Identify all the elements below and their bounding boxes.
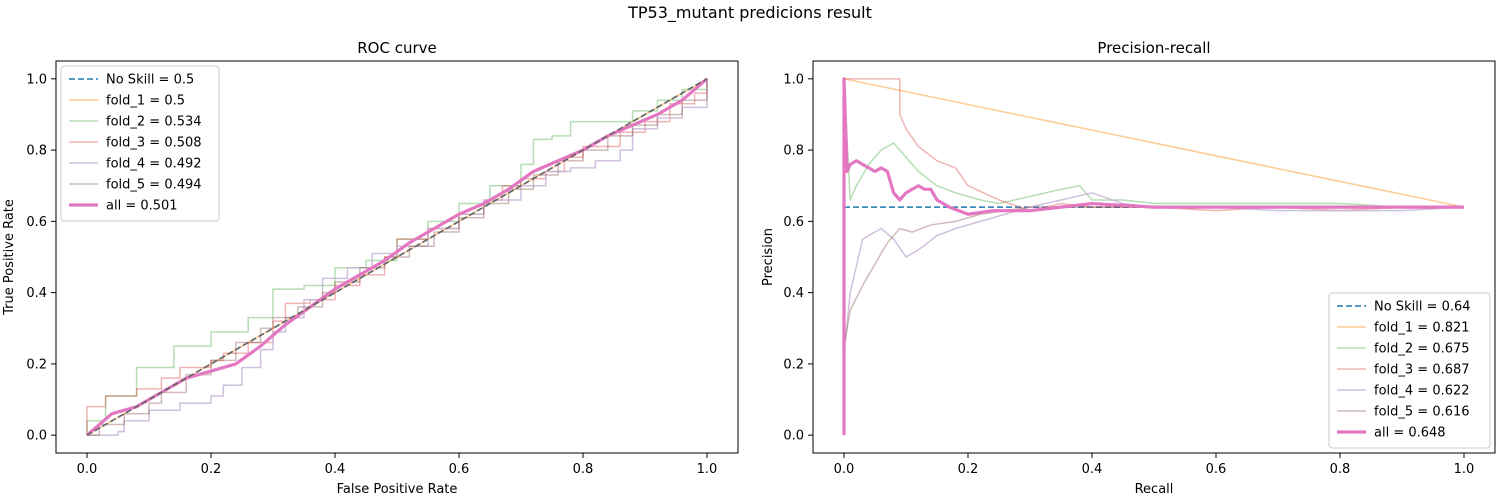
pr-y-tick-label: 0.4 [783, 286, 804, 301]
pr-legend-label: fold_5 = 0.616 [1374, 405, 1470, 420]
roc-xlabel: False Positive Rate [337, 482, 458, 497]
roc-y-tick-label: 0.8 [26, 144, 47, 159]
pr-y-tick-label: 1.0 [783, 72, 804, 87]
pr-legend-label: all = 0.648 [1374, 426, 1446, 441]
roc-legend-label: all = 0.501 [106, 199, 178, 214]
roc-x-tick-label: 0.2 [201, 462, 222, 477]
roc-x-tick-label: 1.0 [697, 462, 718, 477]
roc-series [85, 77, 709, 437]
roc-legend-label: fold_4 = 0.492 [106, 157, 202, 172]
figure-suptitle: TP53_mutant predicions result [627, 3, 872, 23]
pr-legend-label: fold_4 = 0.622 [1374, 384, 1470, 399]
roc-legend-label: fold_1 = 0.5 [106, 94, 185, 109]
pr-legend-box [1328, 292, 1491, 449]
pr-series [842, 77, 1465, 436]
pr-x-tick-label: 0.6 [1206, 462, 1227, 477]
roc-x-ticks: 0.0 0.2 0.4 0.6 0.8 1.0 [77, 453, 718, 477]
roc-x-tick-label: 0.6 [449, 462, 470, 477]
pr-x-ticks: 0.0 0.2 0.4 0.6 0.8 1.0 [834, 453, 1475, 477]
pr-legend: No Skill = 0.64 fold_1 = 0.821 fold_2 = 0.… [1328, 292, 1491, 449]
pr-y-ticks: 0.0 0.2 0.4 0.6 0.8 1.0 [783, 72, 813, 444]
pr-x-tick-label: 0.2 [958, 462, 979, 477]
pr-series-line-2 [843, 78, 1464, 208]
roc-legend-label: fold_3 = 0.508 [106, 136, 202, 151]
pr-legend-label: fold_3 = 0.687 [1374, 363, 1470, 378]
pr-title: Precision-recall [1097, 39, 1210, 57]
pr-y-tick-label: 0.8 [783, 144, 804, 159]
roc-legend-box [60, 65, 220, 222]
pr-series-line-6 [842, 77, 1464, 436]
roc-y-tick-label: 0.0 [26, 429, 47, 444]
roc-y-ticks: 0.0 0.2 0.4 0.6 0.8 1.0 [26, 72, 56, 444]
roc-ylabel: True Positive Rate [2, 199, 17, 316]
pr-y-tick-label: 0.0 [783, 429, 804, 444]
pr-x-tick-label: 1.0 [1454, 462, 1475, 477]
pr-series-line-4 [843, 192, 1465, 357]
roc-y-tick-label: 1.0 [26, 72, 47, 87]
roc-legend: No Skill = 0.5 fold_1 = 0.5 fold_2 = 0.534… [60, 65, 220, 222]
pr-y-tick-label: 0.6 [783, 215, 804, 230]
pr-y-tick-label: 0.2 [783, 357, 804, 372]
roc-series-line-7 [86, 78, 708, 436]
pr-legend-label: No Skill = 0.64 [1374, 300, 1471, 315]
roc-series-line-3 [86, 78, 708, 436]
roc-y-tick-label: 0.4 [26, 286, 47, 301]
roc-y-tick-label: 0.6 [26, 215, 47, 230]
roc-x-tick-label: 0.8 [573, 462, 594, 477]
pr-x-tick-label: 0.8 [1330, 462, 1351, 477]
pr-legend-label: fold_1 = 0.821 [1374, 321, 1470, 336]
pr-legend-label: fold_2 = 0.675 [1374, 342, 1470, 357]
pr-x-tick-label: 0.4 [1082, 462, 1103, 477]
roc-y-tick-label: 0.2 [26, 357, 47, 372]
pr-plot-frame [812, 60, 1496, 454]
roc-panel: ROC curve False Positive Rate True Posit… [2, 39, 739, 497]
roc-x-tick-label: 0.4 [325, 462, 346, 477]
roc-legend-label: No Skill = 0.5 [106, 73, 194, 88]
roc-plot-frame [55, 60, 739, 454]
roc-series-line-2 [86, 78, 708, 436]
roc-x-tick-label: 0.0 [77, 462, 98, 477]
roc-legend-label: fold_5 = 0.494 [106, 178, 202, 193]
roc-legend-label: fold_2 = 0.534 [106, 115, 202, 130]
pr-panel: Precision-recall Recall Precision 0.0 0.2… [761, 39, 1496, 497]
pr-xlabel: Recall [1135, 482, 1174, 497]
pr-ylabel: Precision [761, 228, 776, 286]
pr-series-line-1 [843, 78, 1465, 208]
roc-series-line-5 [87, 78, 708, 436]
pr-x-tick-label: 0.0 [834, 462, 855, 477]
roc-title: ROC curve [357, 39, 437, 57]
